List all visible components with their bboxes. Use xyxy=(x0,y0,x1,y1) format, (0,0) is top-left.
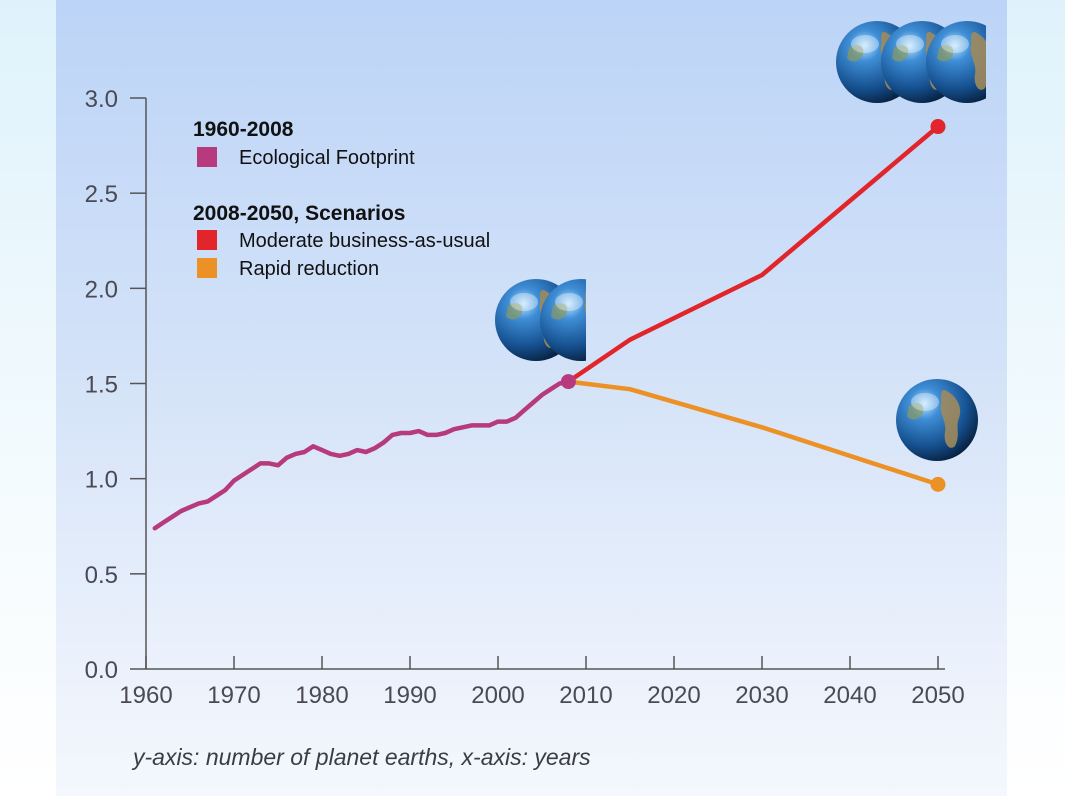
series-line-ecological-footprint xyxy=(152,379,571,531)
y-tick-label: 2.5 xyxy=(85,181,118,208)
chart-panel xyxy=(56,0,1007,796)
series-line-rapid-reduction xyxy=(566,379,941,487)
series-end-point-ecological-footprint xyxy=(560,374,576,390)
axis-caption: y-axis: number of planet earths, x-axis:… xyxy=(133,744,591,770)
x-axis: 1960 1970 1980 1990 2000 2010 2020 2030 2040 2050 xyxy=(119,656,965,709)
x-tick-label: 2000 xyxy=(471,682,524,709)
earth-icon xyxy=(540,279,586,361)
legend-group2-title: 2008-2050, Scenarios xyxy=(193,202,405,225)
series-end-point-moderate-business-as-usual xyxy=(930,119,946,135)
y-tick-label: 2.0 xyxy=(85,276,118,303)
y-tick-label: 3.0 xyxy=(85,86,118,113)
y-tick-label: 1.5 xyxy=(85,372,118,399)
series-layer xyxy=(152,119,946,531)
x-tick-label: 1960 xyxy=(119,682,172,709)
series-line-moderate-business-as-usual xyxy=(566,124,941,384)
legend: 1960-2008 Ecological Footprint 2008-2050… xyxy=(193,118,490,280)
earth-group xyxy=(896,379,978,461)
x-tick-label: 1980 xyxy=(295,682,348,709)
legend-swatch-rapid-reduction xyxy=(197,258,217,278)
earth-group xyxy=(495,279,586,361)
y-tick-label: 1.0 xyxy=(85,467,118,494)
legend-label-moderate-business-as-usual: Moderate business-as-usual xyxy=(239,230,490,252)
y-tick-label: 0.0 xyxy=(85,657,118,684)
legend-label-ecological-footprint: Ecological Footprint xyxy=(239,147,415,169)
series-end-point-rapid-reduction xyxy=(930,476,946,492)
y-tick-label: 0.5 xyxy=(85,562,118,589)
x-tick-label: 1970 xyxy=(207,682,260,709)
earth-group xyxy=(836,21,986,103)
legend-swatch-moderate-business-as-usual xyxy=(197,230,217,250)
x-tick-label: 2050 xyxy=(911,682,964,709)
x-tick-label: 1990 xyxy=(383,682,436,709)
legend-group1-title: 1960-2008 xyxy=(193,118,294,141)
x-tick-label: 2010 xyxy=(559,682,612,709)
x-tick-label: 2020 xyxy=(647,682,700,709)
y-axis: 0.0 0.5 1.0 1.5 2.0 2.5 3.0 xyxy=(85,86,147,684)
legend-swatch-ecological-footprint xyxy=(197,147,217,167)
earth-icon xyxy=(926,21,986,103)
x-tick-label: 2040 xyxy=(823,682,876,709)
x-tick-label: 2030 xyxy=(735,682,788,709)
legend-label-rapid-reduction: Rapid reduction xyxy=(239,258,379,280)
earth-icon xyxy=(896,379,978,461)
earth-icons xyxy=(495,21,986,461)
